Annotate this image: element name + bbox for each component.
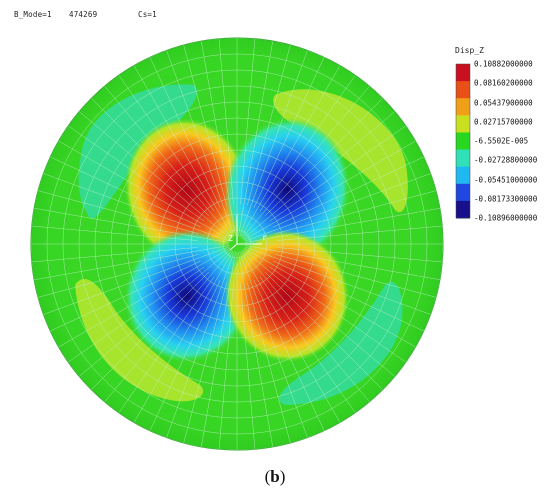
legend-swatch: [456, 166, 470, 185]
legend-swatch: [456, 149, 470, 168]
caption-letter: b: [270, 467, 280, 486]
mesh-grid: [31, 38, 443, 450]
triad-label-r: r: [262, 233, 267, 242]
legend-level-label: 0.10882000000: [474, 59, 533, 69]
lobe-upper-left-positive: [124, 118, 250, 262]
legend-swatch: [456, 200, 470, 219]
lobe-lower-right-positive: [224, 230, 350, 362]
lobe-upper-right-negative: [224, 118, 350, 262]
outer-lobe-lower-left: [75, 279, 204, 402]
legend-level-label: -0.10896000000: [474, 213, 538, 223]
node-count: 474269: [69, 10, 98, 19]
legend-swatch: [456, 132, 470, 151]
legend-swatch: [456, 98, 470, 116]
legend-level-label: -6.5502E-005: [474, 136, 529, 146]
legend-level-label: -0.08173300000: [474, 194, 538, 204]
lobe-lower-left-negative: [124, 230, 250, 362]
figure-caption: (b): [264, 467, 286, 486]
legend-colorbar: [455, 63, 471, 219]
outer-lobe-lower-right: [279, 281, 403, 405]
legend-title: Disp_Z: [455, 46, 484, 55]
cs-label: Cs=1: [138, 10, 157, 19]
legend-level-label: 0.02715700000: [474, 117, 533, 127]
mode-label: B_Mode=1: [14, 10, 52, 19]
legend-level-label: -0.05451000000: [474, 175, 538, 184]
legend-swatch: [456, 81, 470, 99]
triad-label-z: Z: [228, 234, 233, 243]
coordinate-triad: [229, 215, 262, 251]
legend-swatch: [456, 115, 470, 133]
legend-level-label: -0.02728800000: [474, 155, 538, 165]
legend-level-label: 0.08160200000: [474, 78, 533, 88]
legend-swatch: [456, 64, 470, 82]
legend-level-label: 0.05437900000: [474, 98, 533, 107]
legend-swatch: [456, 183, 470, 202]
